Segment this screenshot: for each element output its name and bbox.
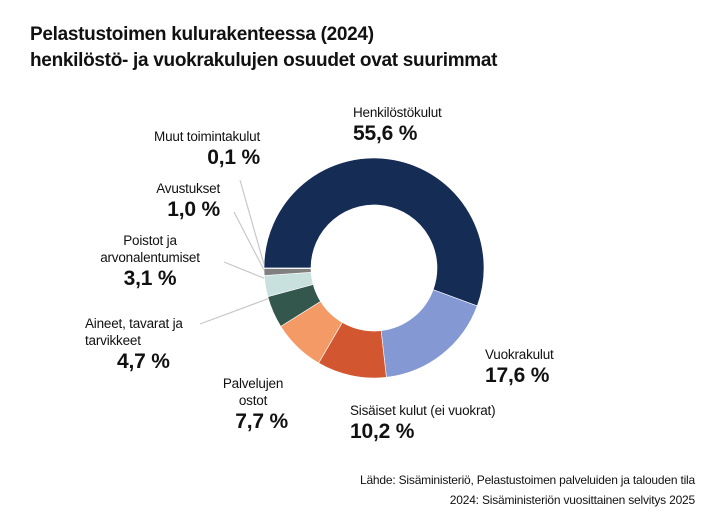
data-label: 17,6 % xyxy=(485,364,550,387)
category-label: Henkilöstökulut xyxy=(353,105,442,120)
leader-line xyxy=(233,211,266,273)
data-label: 10,2 % xyxy=(350,420,415,443)
data-label: 7,7 % xyxy=(235,410,288,433)
label-palvelut: Palvelujen ostot 7,7 % xyxy=(200,375,288,435)
label-sisaiset: Sisäiset kulut (ei vuokrat) 10,2 % xyxy=(350,402,496,445)
category-label: Aineet, tavarat ja tarvikkeet xyxy=(85,316,183,348)
leader-line xyxy=(223,261,267,280)
source-line-2: 2024: Sisäministeriön vuosittainen selvi… xyxy=(449,493,695,507)
donut-slice-2 xyxy=(380,289,478,378)
data-label: 1,0 % xyxy=(167,198,220,221)
donut-slice-8 xyxy=(263,267,312,269)
category-label: Muut toimintakulut xyxy=(154,129,260,144)
label-henkilosto: Henkilöstökulut 55,6 % xyxy=(353,104,442,147)
chart-title: Pelastustoimen kulurakenteessa (2024) he… xyxy=(30,22,497,74)
category-label: Avustukset xyxy=(156,181,220,196)
data-label: 4,7 % xyxy=(117,350,170,373)
label-aineet: Aineet, tavarat ja tarvikkeet 4,7 % xyxy=(60,315,210,375)
leader-line xyxy=(239,179,266,269)
label-muut: Muut toimintakulut 0,1 % xyxy=(110,128,260,171)
label-vuokra: Vuokrakulut 17,6 % xyxy=(485,346,554,389)
title-line-2: henkilöstö- ja vuokrakulujen osuudet ova… xyxy=(30,50,498,71)
data-label: 0,1 % xyxy=(207,146,260,169)
title-line-1: Pelastustoimen kulurakenteessa (2024) xyxy=(30,24,374,45)
category-label: Sisäiset kulut (ei vuokrat) xyxy=(350,403,496,418)
data-label: 3,1 % xyxy=(123,267,177,290)
category-label: Poistot ja arvonalentumiset xyxy=(100,233,200,265)
data-label: 55,6 % xyxy=(353,122,418,145)
leader-line xyxy=(199,297,271,325)
label-poistot: Poistot ja arvonalentumiset 3,1 % xyxy=(80,232,220,292)
source-line-1: Lähde: Sisäministeriö, Pelastustoimen pa… xyxy=(359,473,695,487)
donut-slice-1 xyxy=(263,157,485,307)
category-label: Vuokrakulut xyxy=(485,347,554,362)
category-label: Palvelujen ostot xyxy=(222,376,284,408)
label-avustukset: Avustukset 1,0 % xyxy=(120,180,220,223)
source-note: Lähde: Sisäministeriö, Pelastustoimen pa… xyxy=(360,470,695,510)
